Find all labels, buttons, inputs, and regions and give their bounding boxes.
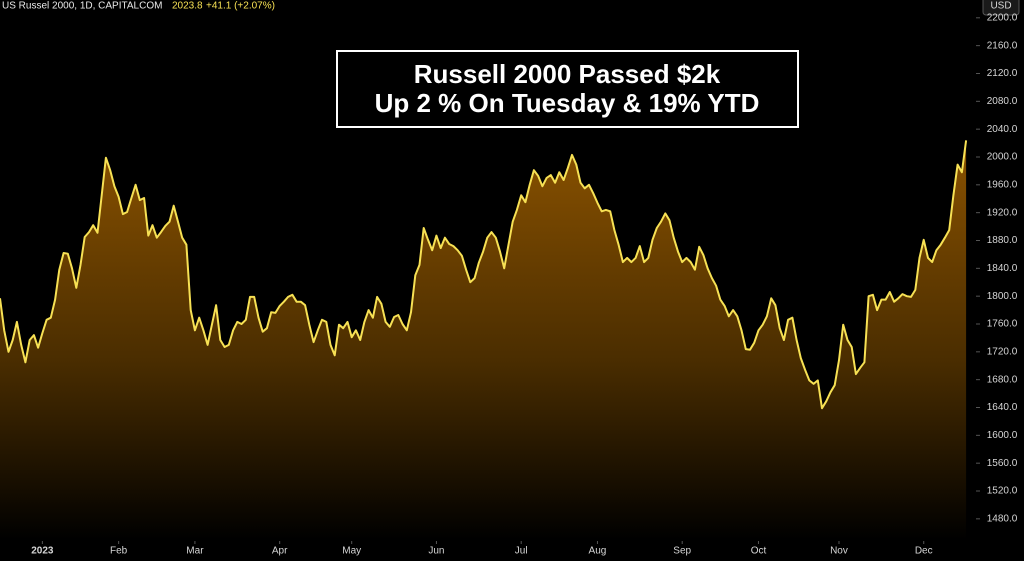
y-tick-label: 1920.0 xyxy=(987,207,1018,218)
y-tick-label: 1800.0 xyxy=(987,291,1018,302)
y-tick-label: 1880.0 xyxy=(987,235,1018,246)
x-tick-label: Dec xyxy=(915,546,933,557)
annotation-box xyxy=(336,50,799,128)
y-tick-label: 1960.0 xyxy=(987,179,1018,190)
x-tick-label: Nov xyxy=(830,546,848,557)
y-tick-label: 1560.0 xyxy=(987,458,1018,469)
annotation: Up 2 % On Tuesday & 19% YTD xyxy=(375,88,760,118)
currency: USD xyxy=(990,1,1011,12)
y-tick-label: 1680.0 xyxy=(987,374,1018,385)
x-tick-label: Aug xyxy=(589,546,607,557)
y-tick-label: 1600.0 xyxy=(987,430,1018,441)
y-tick-label: 1520.0 xyxy=(987,486,1018,497)
plot-area xyxy=(0,140,968,540)
y-tick-label: 2000.0 xyxy=(987,152,1018,163)
x-tick-label: Jun xyxy=(428,546,444,557)
x-tick-label: Apr xyxy=(272,546,288,557)
y-tick-label: 2200.0 xyxy=(987,12,1018,23)
last-price: 2023.8 xyxy=(172,1,203,12)
y-tick-label: 1840.0 xyxy=(987,263,1018,274)
x-tick-label: May xyxy=(342,546,361,557)
y-tick-label: 1760.0 xyxy=(987,319,1018,330)
y-tick-label: 1480.0 xyxy=(987,513,1018,524)
annotation: Russell 2000 Passed $2k xyxy=(414,59,721,89)
y-tick-label: 2040.0 xyxy=(987,124,1018,135)
symbol: US Russel 2000, 1D, CAPITALCOM xyxy=(2,1,162,12)
x-tick-label: Jul xyxy=(515,546,528,557)
price-line xyxy=(0,140,968,410)
y-tick-label: 2160.0 xyxy=(987,40,1018,51)
currency-box xyxy=(982,0,1020,16)
y-tick-label: 1640.0 xyxy=(987,402,1018,413)
y-tick-label: 1720.0 xyxy=(987,346,1018,357)
y-tick-label: 2080.0 xyxy=(987,96,1018,107)
area xyxy=(0,140,967,540)
x-tick-label: 2023 xyxy=(31,546,54,557)
x-tick-label: Feb xyxy=(110,546,128,557)
price-change: +41.1 (+2.07%) xyxy=(206,1,275,12)
y-tick-label: 2120.0 xyxy=(987,68,1018,79)
x-tick-label: Sep xyxy=(673,546,691,557)
x-tick-label: Oct xyxy=(751,546,767,557)
x-tick-label: Mar xyxy=(186,546,204,557)
